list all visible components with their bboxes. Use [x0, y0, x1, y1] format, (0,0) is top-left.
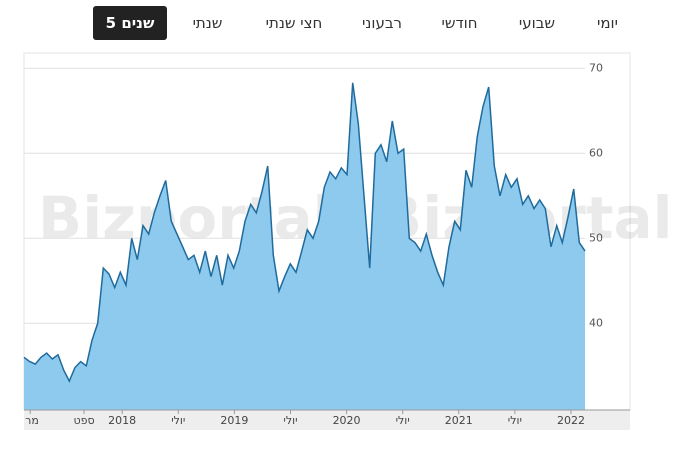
tab[interactable]: יומי	[597, 14, 618, 32]
x-tick-label: 2019	[220, 414, 248, 427]
x-tick-label: 2020	[333, 414, 361, 427]
tab[interactable]: שנתי	[192, 14, 223, 32]
x-tick-label: יולי	[396, 414, 410, 427]
x-tick-label: 2021	[445, 414, 473, 427]
tab[interactable]: חודשי	[441, 14, 478, 32]
area	[24, 82, 585, 411]
y-tick-label: 60	[589, 146, 603, 159]
x-tick-label: יולי	[171, 414, 185, 427]
x-tick-label: 2018	[108, 414, 136, 427]
x-tick-label: 2022	[557, 414, 585, 427]
line	[23, 82, 586, 383]
x-tick-label: ספט	[73, 414, 94, 427]
x-tick-label: יולי	[508, 414, 522, 427]
x-axis-strip	[24, 410, 630, 430]
x-tick-label: יולי	[283, 414, 297, 427]
tab[interactable]: חצי שנתי	[265, 14, 323, 32]
x-tick-label: מר	[25, 414, 39, 427]
y-tick-label: 40	[589, 316, 603, 329]
tab[interactable]: רבעוני	[362, 14, 402, 32]
watermark: Bizportal	[38, 184, 333, 252]
tab[interactable]: 5 שנים	[93, 6, 167, 40]
y-tick-label: 50	[589, 231, 603, 244]
y-tick-label: 70	[589, 61, 603, 74]
tab[interactable]: שבועי	[518, 14, 556, 32]
